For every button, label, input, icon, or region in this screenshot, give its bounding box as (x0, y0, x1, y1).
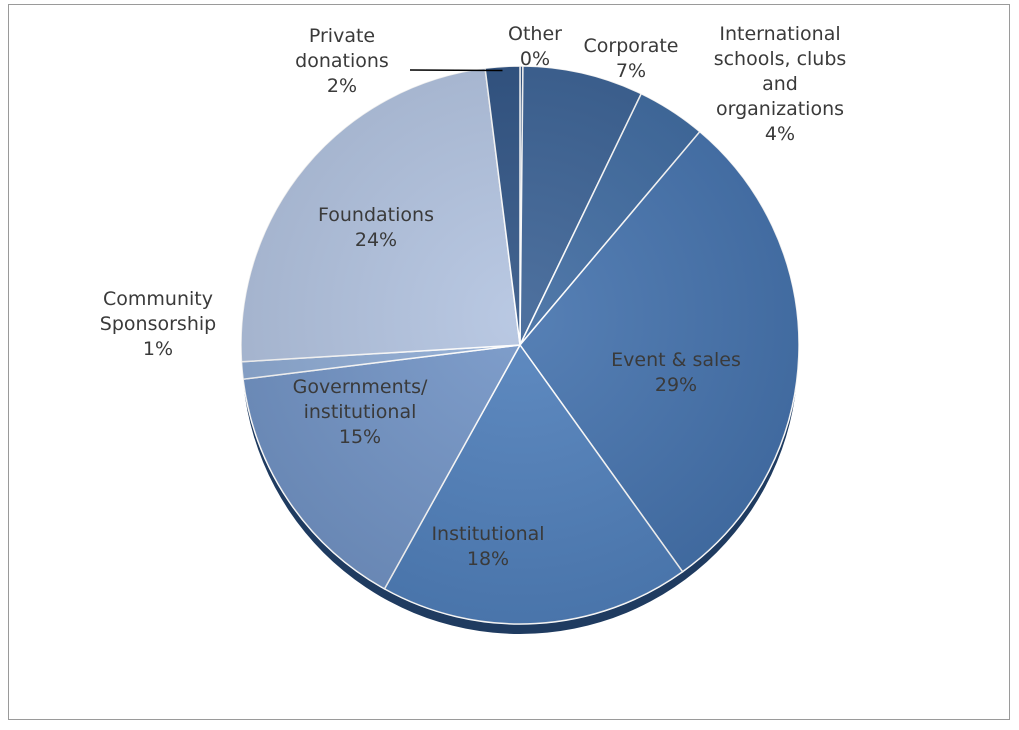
slice-label-foundations: Foundations 24% (318, 204, 434, 251)
slice-label-community-sponsorship: Community Sponsorship 1% (100, 288, 216, 360)
slice-label-corporate: Corporate 7% (584, 35, 679, 82)
slice-label-governments-institutional: Governments/institutional 15% (293, 376, 428, 448)
slice-label-private-donations: Private donations 2% (295, 25, 389, 97)
leader-line-private-donations (409, 69, 503, 72)
slice-label-institutional: Institutional 18% (431, 523, 544, 570)
slice-label-international-schools-clubs-and-organizations: International schools, clubs and organizati… (714, 23, 847, 145)
slice-label-event-sales: Event & sales 29% (611, 349, 741, 396)
pie-labels: Other 0% Corporate 7% International schools, … (100, 23, 847, 570)
slice-label-other: Other 0% (508, 23, 562, 70)
